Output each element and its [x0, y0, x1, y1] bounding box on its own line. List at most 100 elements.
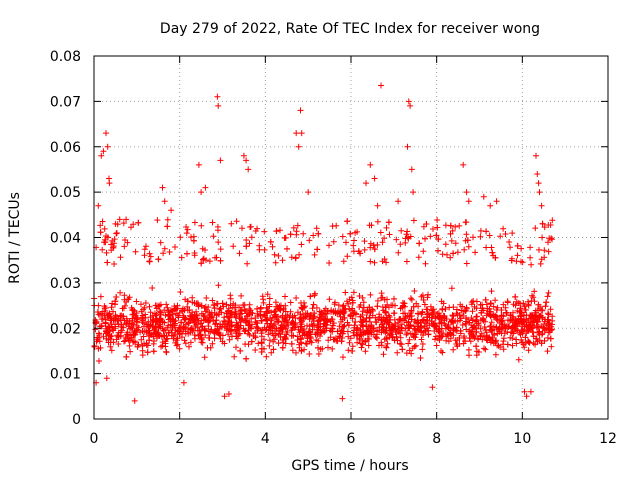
- data-point: [166, 249, 173, 255]
- data-point: [117, 254, 124, 261]
- data-point: [505, 323, 512, 330]
- data-point: [200, 256, 207, 263]
- data-point: [112, 298, 119, 305]
- data-point: [468, 331, 475, 338]
- data-point: [407, 295, 414, 302]
- data-point: [177, 325, 184, 332]
- data-point: [466, 335, 473, 342]
- x-tick-labels: 0 2 4 6 8 10 12: [90, 431, 617, 447]
- data-point: [298, 304, 305, 311]
- data-point: [420, 297, 427, 303]
- data-point: [454, 306, 460, 313]
- data-point: [358, 340, 364, 347]
- data-point: [544, 348, 551, 355]
- data-point: [215, 282, 222, 289]
- data-point: [426, 310, 432, 317]
- data-point: [243, 243, 250, 250]
- data-point: [532, 341, 539, 348]
- data-point: [439, 251, 446, 258]
- data-point: [418, 328, 425, 335]
- data-point: [407, 309, 414, 316]
- data-point: [504, 298, 511, 305]
- data-point: [527, 244, 534, 251]
- data-point: [189, 309, 196, 316]
- data-point: [403, 231, 410, 238]
- data-point: [461, 333, 468, 340]
- data-point: [404, 143, 411, 150]
- data-point: [510, 301, 517, 308]
- data-point: [298, 241, 305, 248]
- data-point: [159, 184, 166, 191]
- data-point: [349, 348, 356, 354]
- data-point: [337, 310, 343, 317]
- data-point: [111, 315, 118, 322]
- data-point: [310, 318, 317, 324]
- data-point: [478, 309, 485, 316]
- data-point: [258, 340, 265, 347]
- data-point: [462, 308, 469, 314]
- data-point: [315, 324, 322, 331]
- data-point: [432, 315, 439, 322]
- data-point: [300, 230, 307, 237]
- data-point: [486, 232, 493, 239]
- data-point: [540, 324, 547, 331]
- data-point: [530, 333, 537, 340]
- data-point: [134, 343, 141, 350]
- data-point: [176, 324, 183, 331]
- data-point: [514, 252, 521, 259]
- y-tick-label: 0.05: [50, 185, 81, 201]
- data-point: [522, 334, 529, 341]
- data-point: [469, 308, 476, 315]
- data-point: [472, 316, 479, 323]
- data-point: [157, 239, 164, 246]
- data-point: [108, 241, 115, 248]
- data-point: [521, 388, 528, 395]
- data-point: [243, 237, 250, 243]
- data-point: [290, 332, 297, 339]
- data-point: [108, 304, 115, 311]
- y-tick-label: 0.08: [50, 49, 81, 65]
- data-point: [146, 303, 153, 310]
- data-point: [125, 337, 132, 344]
- data-point: [464, 237, 471, 244]
- data-point: [423, 221, 430, 227]
- data-point: [314, 329, 321, 335]
- data-point: [466, 328, 473, 335]
- data-point: [411, 334, 418, 341]
- data-point: [190, 237, 197, 244]
- data-point: [454, 249, 461, 256]
- data-point: [174, 335, 181, 342]
- data-point: [470, 234, 476, 241]
- data-point: [205, 304, 212, 311]
- data-point: [266, 337, 273, 344]
- data-point: [221, 393, 228, 400]
- data-point: [466, 319, 473, 326]
- data-point: [237, 322, 244, 329]
- data-point: [488, 319, 495, 326]
- data-point: [150, 348, 157, 355]
- data-point: [439, 306, 446, 313]
- data-point: [543, 299, 550, 306]
- data-point: [121, 338, 127, 345]
- data-point: [527, 254, 534, 261]
- data-point: [398, 324, 405, 331]
- data-point: [145, 323, 152, 330]
- data-point: [400, 310, 407, 317]
- data-point: [541, 247, 548, 254]
- data-point: [407, 102, 414, 109]
- data-point: [271, 321, 278, 327]
- data-point: [180, 312, 187, 319]
- x-tick-label: 12: [599, 431, 617, 447]
- data-point: [252, 315, 259, 321]
- data-point: [154, 217, 161, 224]
- data-point: [130, 338, 137, 345]
- data-point: [373, 319, 380, 326]
- data-point: [408, 166, 415, 173]
- data-point: [531, 288, 538, 295]
- data-point: [297, 107, 304, 114]
- data-point: [450, 250, 457, 257]
- data-point: [414, 323, 421, 330]
- data-point: [545, 311, 552, 318]
- data-point: [307, 311, 314, 318]
- data-point: [383, 335, 390, 342]
